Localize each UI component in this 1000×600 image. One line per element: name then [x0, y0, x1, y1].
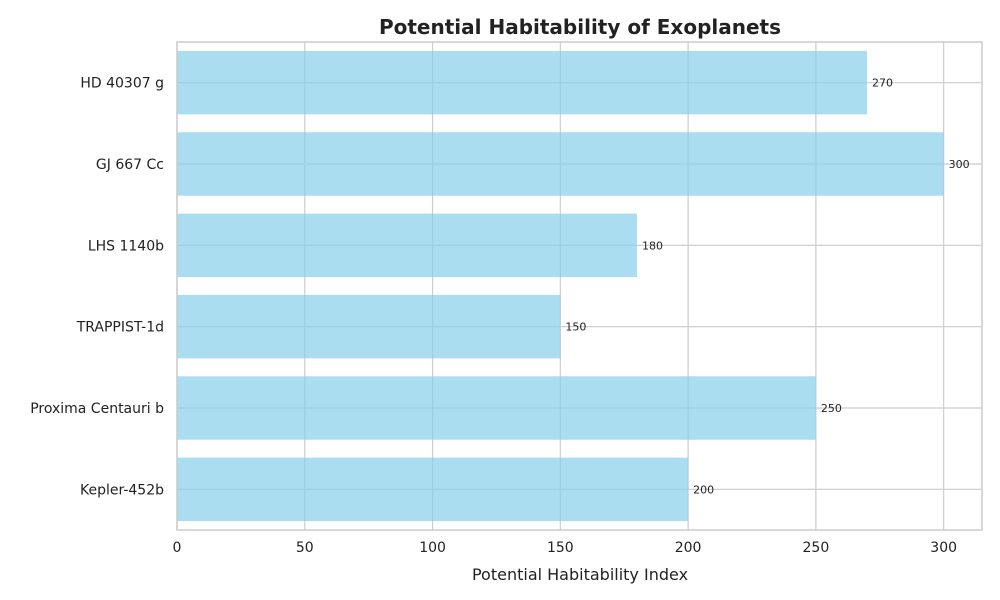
y-axis-ticks: Kepler-452b Proxima Centauri b TRAPPIST-1d…	[30, 76, 164, 499]
axes-frame	[177, 42, 982, 530]
bar-lhs-1140b	[177, 214, 637, 277]
bar-kepler-452b	[177, 458, 688, 521]
x-axis-label: Potential Habitability Index	[472, 565, 688, 584]
bar-trappist-1d	[177, 295, 560, 358]
data-label: 300	[949, 158, 970, 171]
x-tick-label: 250	[803, 540, 830, 556]
bar-hd-40307-g	[177, 51, 867, 114]
data-label: 200	[693, 483, 714, 496]
y-tick-label: TRAPPIST-1d	[76, 320, 164, 336]
bar-proxima-centauri-b	[177, 376, 816, 439]
data-label: 250	[821, 402, 842, 415]
y-tick-label: HD 40307 g	[80, 76, 164, 92]
x-axis-ticks: 0 50 100 150 200 250 300	[173, 540, 957, 556]
data-label: 270	[872, 77, 893, 90]
x-tick-label: 50	[296, 540, 314, 556]
bar-gj-667-cc	[177, 132, 944, 195]
y-tick-label: LHS 1140b	[88, 238, 164, 254]
data-label: 180	[642, 239, 663, 252]
y-tick-label: GJ 667 Cc	[96, 157, 164, 173]
chart-title: Potential Habitability of Exoplanets	[379, 15, 781, 39]
x-tick-label: 150	[547, 540, 574, 556]
y-tick-label: Kepler-452b	[80, 482, 164, 498]
grid-layer	[177, 42, 982, 530]
y-tick-label: Proxima Centauri b	[30, 401, 164, 417]
x-tick-label: 0	[173, 540, 182, 556]
x-tick-label: 100	[419, 540, 446, 556]
x-tick-label: 300	[930, 540, 957, 556]
data-label: 150	[565, 321, 586, 334]
plot-frame	[177, 42, 982, 530]
x-tick-label: 200	[675, 540, 702, 556]
